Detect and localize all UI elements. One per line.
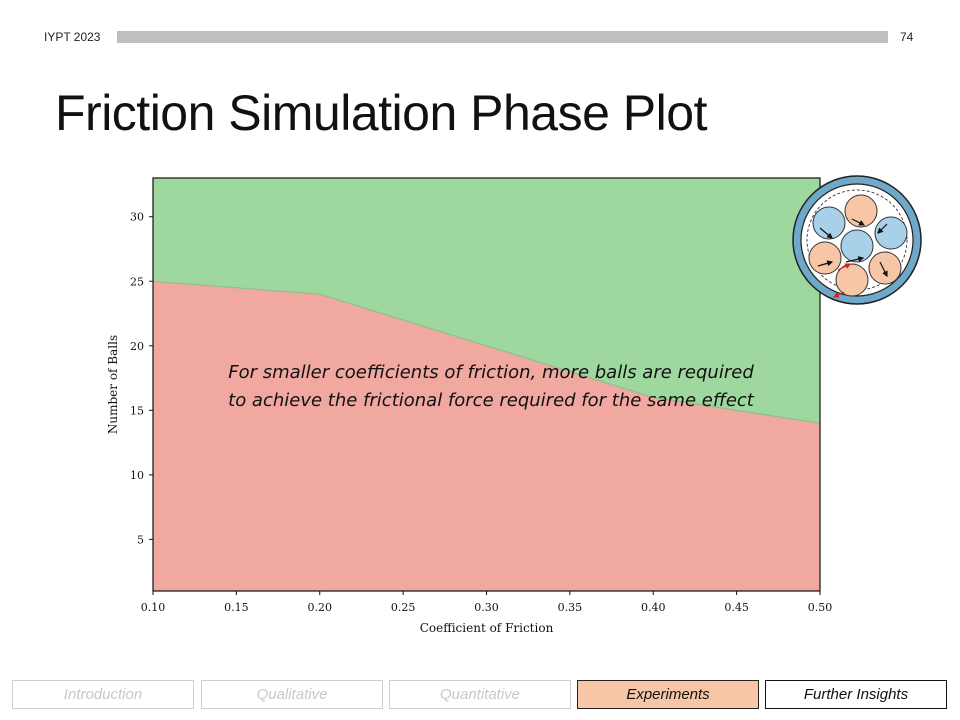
- boundary-line: [152, 280, 821, 424]
- y-tick-label: 20: [130, 340, 144, 353]
- x-tick-label: 0.50: [808, 601, 833, 614]
- nav-tab-qualitative[interactable]: Qualitative: [201, 680, 383, 709]
- x-tick-label: 0.45: [724, 601, 749, 614]
- x-tick-label: 0.25: [391, 601, 416, 614]
- slide-title: Friction Simulation Phase Plot: [55, 85, 707, 141]
- x-tick-label: 0.35: [558, 601, 583, 614]
- x-tick-label: 0.20: [308, 601, 333, 614]
- page-number: 74: [900, 30, 914, 44]
- y-tick-label: 30: [130, 211, 144, 224]
- annotation-line-2: to achieve the frictional force required…: [228, 390, 755, 411]
- progress-bar: [117, 31, 888, 43]
- region-above: [153, 178, 820, 424]
- nav-tab-further-insights[interactable]: Further Insights: [765, 680, 947, 709]
- x-tick-label: 0.15: [224, 601, 249, 614]
- event-label: IYPT 2023: [44, 30, 101, 44]
- x-tick-label: 0.10: [141, 601, 166, 614]
- nav-tab-introduction[interactable]: Introduction: [12, 680, 194, 709]
- y-tick-label: 10: [130, 469, 144, 482]
- x-tick-label: 0.30: [474, 601, 499, 614]
- nav-tab-experiments[interactable]: Experiments: [577, 680, 759, 709]
- y-tick-label: 5: [137, 533, 144, 546]
- y-axis-label: Number of Balls: [106, 335, 120, 434]
- annotation-line-1: For smaller coefficients of friction, mo…: [228, 362, 754, 383]
- plot-frame: [152, 177, 821, 592]
- y-tick-label: 25: [130, 275, 144, 288]
- ball-drum-diagram: [792, 175, 922, 305]
- region-below: [153, 281, 820, 591]
- x-axis-label: Coefficient of Friction: [420, 621, 554, 635]
- nav-tab-quantitative[interactable]: Quantitative: [389, 680, 571, 709]
- x-tick-label: 0.40: [641, 601, 666, 614]
- y-tick-label: 15: [130, 404, 144, 417]
